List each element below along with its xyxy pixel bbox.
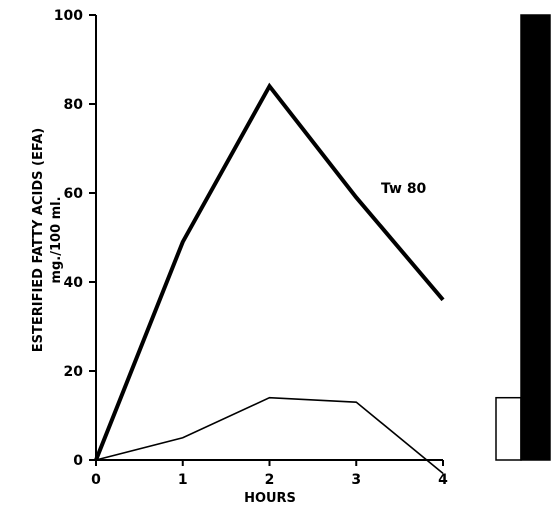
side-bar-1 (495, 396, 522, 461)
y-axis: 0 20 40 60 80 100 (54, 8, 97, 469)
y-ticks: 0 20 40 60 80 100 (54, 8, 96, 469)
y-tick-label: 40 (64, 275, 84, 291)
y-tick-label: 20 (64, 364, 84, 380)
y-axis-title-line2: mg./100 ml. (49, 196, 64, 283)
x-tick-label: 3 (351, 472, 361, 488)
series-layer (94, 82, 445, 474)
y-tick-label: 60 (64, 186, 84, 202)
y-tick-label: 0 (73, 453, 83, 469)
x-tick-label: 4 (438, 472, 448, 488)
y-tick-label: 100 (54, 8, 83, 24)
x-tick-label: 1 (178, 472, 188, 488)
x-axis: 0 1 2 3 4 (91, 459, 448, 488)
series-line-2 (95, 396, 444, 474)
y-tick-label: 80 (64, 97, 84, 113)
x-tick-label: 2 (265, 472, 275, 488)
side-bars (495, 14, 551, 461)
series-line-1 (94, 82, 445, 461)
y-axis-title-line1: ESTERIFIED FATTY ACIDS (EFA) (31, 128, 46, 353)
x-ticks: 0 1 2 3 4 (91, 460, 448, 488)
x-axis-title: HOURS (244, 491, 296, 506)
x-tick-label: 0 (91, 472, 101, 488)
series-label-tw80: Tw 80 (381, 181, 427, 197)
side-bar-2 (520, 14, 551, 461)
